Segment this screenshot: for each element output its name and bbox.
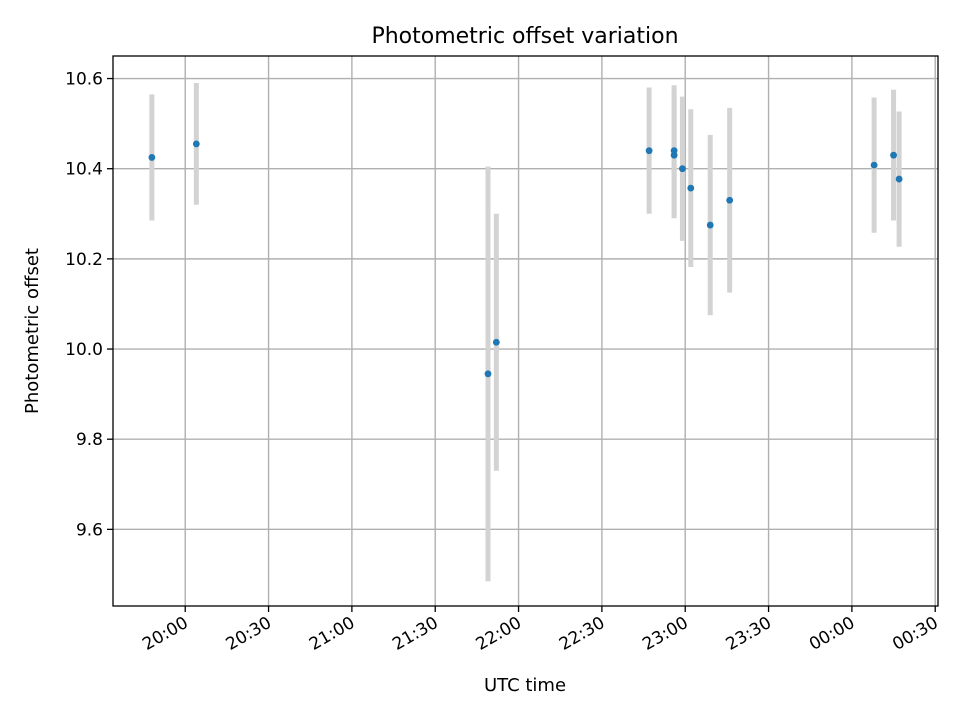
x-tick-label: 00:00 [806,613,858,655]
data-point [192,140,200,148]
x-tick-label: 00:30 [889,613,941,655]
data-point [645,147,653,155]
x-tick-label: 23:30 [723,613,775,655]
point-layer [148,140,903,378]
plot-frame [112,55,939,607]
chart-title: Photometric offset variation [371,24,678,49]
x-tick-label: 21:00 [306,613,358,655]
data-point [687,184,695,192]
data-point [670,147,678,155]
x-tick-label: 20:30 [223,613,275,655]
data-point [679,165,686,173]
y-axis-label: Photometric offset [22,248,43,414]
data-point [706,221,714,229]
grid-layer [113,56,938,606]
x-tick-label: 21:30 [389,613,441,655]
data-point [726,196,734,204]
y-tick-label: 10.2 [65,250,103,270]
x-axis-label: UTC time [484,675,566,696]
errorbar-layer [149,83,902,582]
y-tick-label: 10.6 [65,70,103,90]
data-point [484,370,492,378]
x-tick-label: 23:00 [639,613,691,655]
y-tick-label: 9.8 [76,430,103,450]
y-tick-label: 10.0 [65,340,103,360]
x-tick-label: 20:00 [139,613,191,655]
data-point [870,161,878,169]
data-point [890,151,897,159]
x-tick-label: 22:00 [473,613,525,655]
y-tick-label: 10.4 [65,160,103,180]
data-point [148,154,156,161]
x-tick-label: 22:30 [556,613,608,655]
data-point [895,175,903,183]
y-tick-label: 9.6 [76,520,103,540]
data-point [492,338,500,346]
